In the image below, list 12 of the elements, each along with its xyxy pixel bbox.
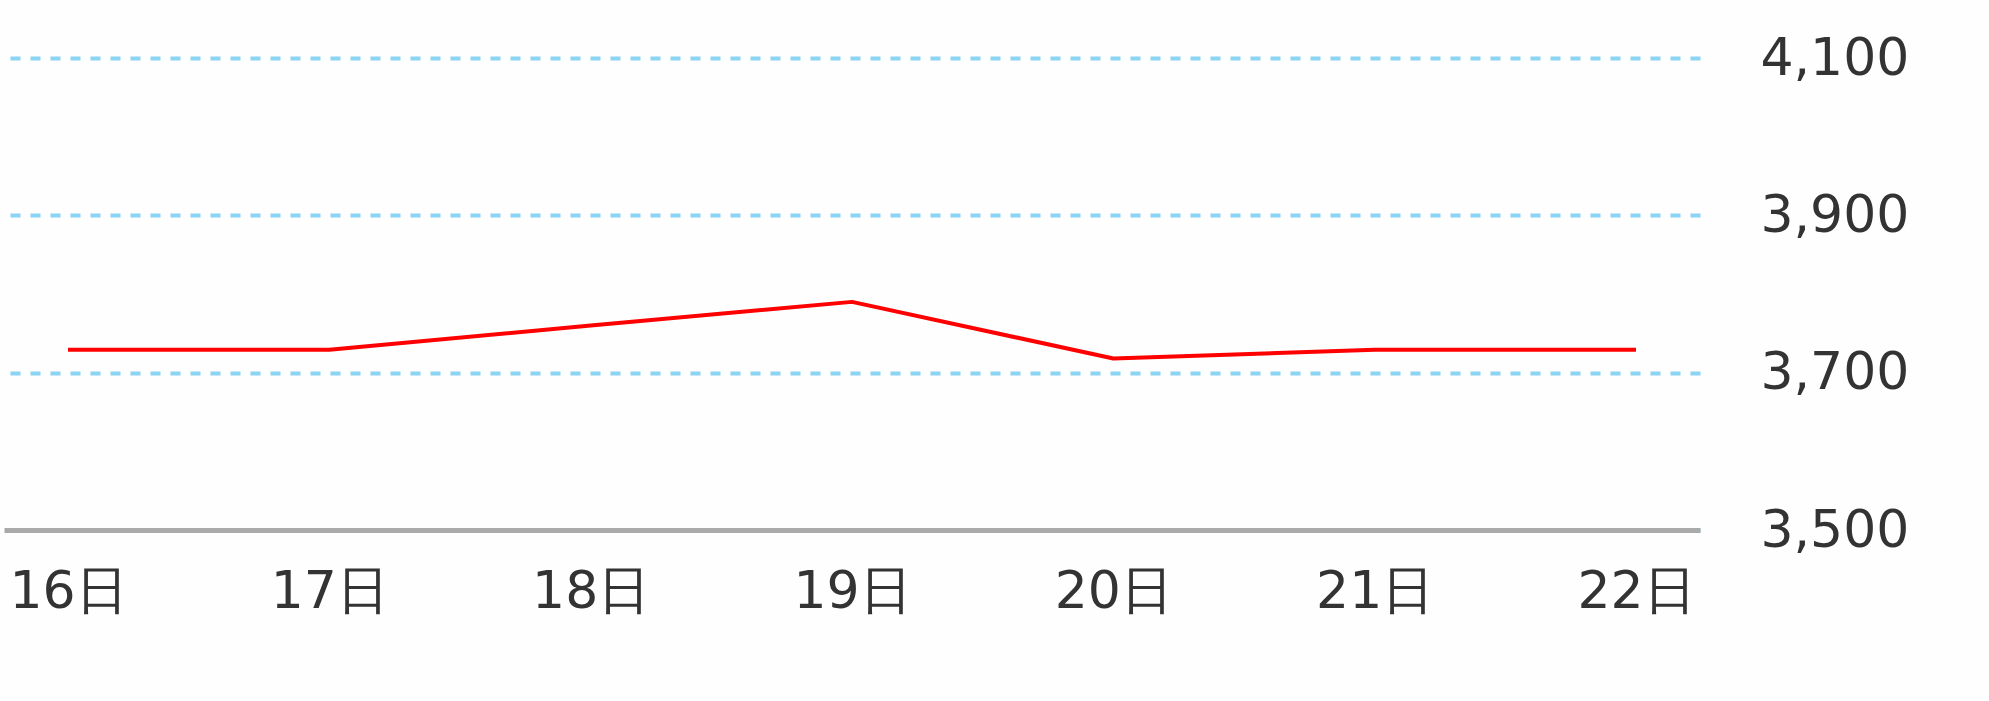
x-tick-label: 22日 bbox=[1577, 559, 1696, 620]
x-tick-label: 20日 bbox=[1054, 559, 1173, 620]
y-tick-label: 3,700 bbox=[1760, 341, 1910, 402]
x-tick-label: 21日 bbox=[1316, 559, 1435, 620]
y-tick-label: 3,500 bbox=[1760, 498, 1910, 559]
y-tick-label: 3,900 bbox=[1760, 183, 1910, 244]
x-tick-label: 18日 bbox=[532, 559, 651, 620]
x-tick-label: 19日 bbox=[793, 559, 912, 620]
x-tick-label: 17日 bbox=[270, 559, 389, 620]
y-tick-label: 4,100 bbox=[1760, 26, 1910, 87]
line-series bbox=[66, 299, 1638, 361]
x-tick-label: 16日 bbox=[9, 559, 128, 620]
